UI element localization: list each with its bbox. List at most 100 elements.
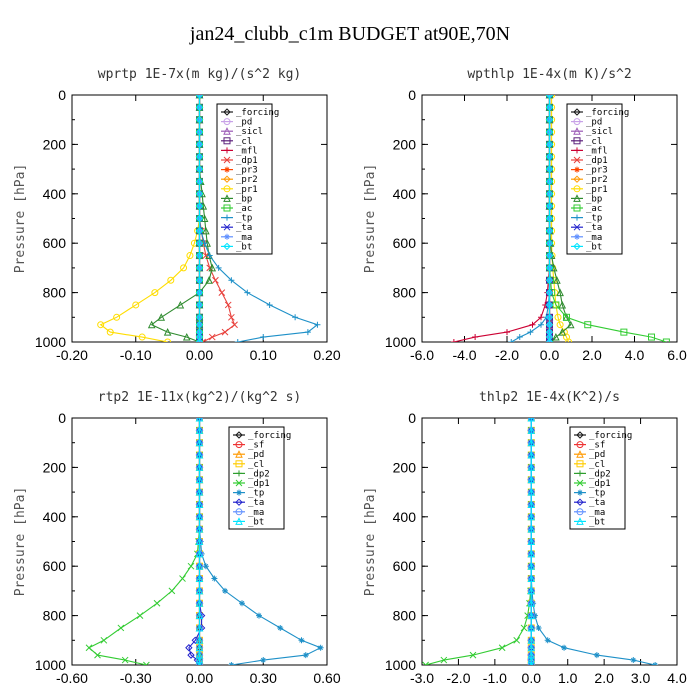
series-point-pr1: [132, 301, 140, 309]
legend-label: _sf: [248, 441, 264, 451]
x-tick-label: 0.30: [250, 670, 277, 686]
series-point-bt: [195, 611, 204, 620]
series-point-tp: [529, 587, 536, 594]
series-point-bt: [195, 264, 204, 272]
series-point-bt: [195, 214, 204, 223]
series-point-bt: [195, 301, 204, 309]
series-point-pr1: [167, 276, 175, 284]
series-point-dp1: [440, 656, 448, 664]
series-point-bt: [545, 328, 554, 336]
series-point-bt: [195, 438, 204, 447]
legend-marker: [573, 118, 581, 126]
series-point-tp: [544, 637, 551, 644]
series-point-bt: [195, 153, 204, 161]
legend-label: _forcing: [236, 108, 279, 118]
series-point-bt: [195, 313, 204, 322]
legend-marker: [223, 194, 231, 202]
legend-marker: [223, 108, 231, 116]
legend-marker: [224, 166, 230, 173]
series-point-bt: [545, 288, 554, 297]
legend-label: _bt: [586, 242, 602, 252]
legend-label: _sicl: [586, 127, 613, 137]
series-point-bt: [527, 574, 536, 583]
series-line-dp1: [88, 418, 201, 665]
series-point-bt: [195, 525, 204, 533]
series-point-mfl: [538, 314, 544, 321]
legend-label: _ta: [236, 223, 252, 233]
series-point-bt: [527, 549, 536, 558]
legend-label: _dp2: [248, 469, 270, 479]
series-point-bt: [195, 537, 204, 545]
x-tick-label: -0.30: [120, 670, 152, 686]
series-point-bt: [195, 426, 204, 434]
series-point-bt: [527, 512, 536, 521]
series-point-bt: [527, 426, 536, 434]
series-point-ta: [191, 636, 199, 645]
series-point-bt: [195, 487, 204, 496]
series-point-bt: [195, 227, 204, 235]
legend-label: _pr3: [586, 166, 608, 176]
legend-label: _ma: [586, 233, 602, 243]
legend-label: _pr2: [236, 175, 258, 185]
legend-marker: [236, 470, 242, 477]
series-point-bt: [195, 636, 204, 644]
x-tick-label: 0.60: [313, 670, 340, 686]
series-point-bp: [566, 320, 575, 329]
series-point-dp1: [520, 624, 528, 632]
series-point-ac: [563, 313, 570, 321]
series-point-pr1: [138, 333, 146, 341]
x-tick-label: -0.10: [120, 347, 152, 363]
series-point-bt: [195, 333, 204, 341]
series-point-bt: [545, 103, 554, 112]
series-point-bt: [527, 599, 536, 607]
y-tick-label: 200: [393, 459, 417, 475]
legend-marker: [224, 147, 230, 154]
series-point-bp: [208, 263, 217, 272]
series-point-bt: [545, 264, 554, 272]
legend-label: _dp1: [248, 479, 270, 489]
legend-label: _cl: [589, 460, 605, 470]
x-tick-label: -2.0: [495, 347, 519, 363]
y-tick-label: 200: [43, 459, 67, 475]
series-point-ta: [185, 644, 193, 652]
series-point-bt: [527, 537, 536, 545]
series-point-bt: [195, 418, 204, 422]
y-tick-label: 400: [393, 509, 417, 525]
series-point-tp: [202, 563, 209, 570]
legend-label: _mfl: [586, 146, 608, 156]
series-point-bt: [195, 95, 204, 99]
legend-label: _dp1: [236, 156, 258, 166]
series-point-mfl: [529, 321, 536, 328]
series-point-bt: [195, 338, 204, 342]
legend-marker: [574, 233, 580, 240]
series-point-dp1: [153, 599, 161, 607]
series-point-pr1: [151, 289, 159, 297]
series-point-bt: [195, 574, 204, 583]
legend-marker: [576, 431, 584, 439]
legend-label: _pd: [236, 118, 252, 128]
series-group: [450, 95, 670, 342]
legend-label: _pr2: [586, 175, 608, 185]
legend-marker: [573, 185, 581, 193]
series-point-bt: [195, 562, 204, 570]
series-point-dp1: [228, 313, 235, 321]
legend-marker: [573, 175, 581, 183]
series-point-pr1: [565, 338, 573, 342]
legend-marker: [576, 479, 584, 487]
series-point-ac: [662, 338, 670, 342]
y-axis-label: Pressure [hPa]: [13, 164, 28, 274]
series-point-tp: [244, 289, 251, 296]
series-point-bt: [545, 95, 554, 99]
legend-label: _forcing: [589, 431, 632, 441]
series-point-bt: [195, 251, 204, 260]
series-point-tp: [561, 644, 568, 651]
legend-marker: [223, 175, 231, 183]
series-point-bt: [527, 636, 536, 644]
legend-marker: [223, 118, 231, 126]
series-point-bt: [545, 115, 554, 124]
legend-label: _dp1: [589, 479, 611, 489]
series-point-bt: [527, 500, 536, 508]
x-tick-label: 4.0: [625, 347, 645, 363]
series-point-mfl: [472, 334, 479, 341]
